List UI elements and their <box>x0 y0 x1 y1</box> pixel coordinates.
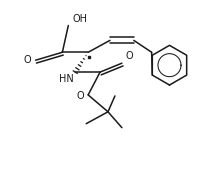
Text: OH: OH <box>72 13 87 24</box>
Text: O: O <box>24 55 32 65</box>
Text: HN: HN <box>58 74 73 84</box>
Text: O: O <box>126 51 134 61</box>
Text: O: O <box>77 91 84 101</box>
